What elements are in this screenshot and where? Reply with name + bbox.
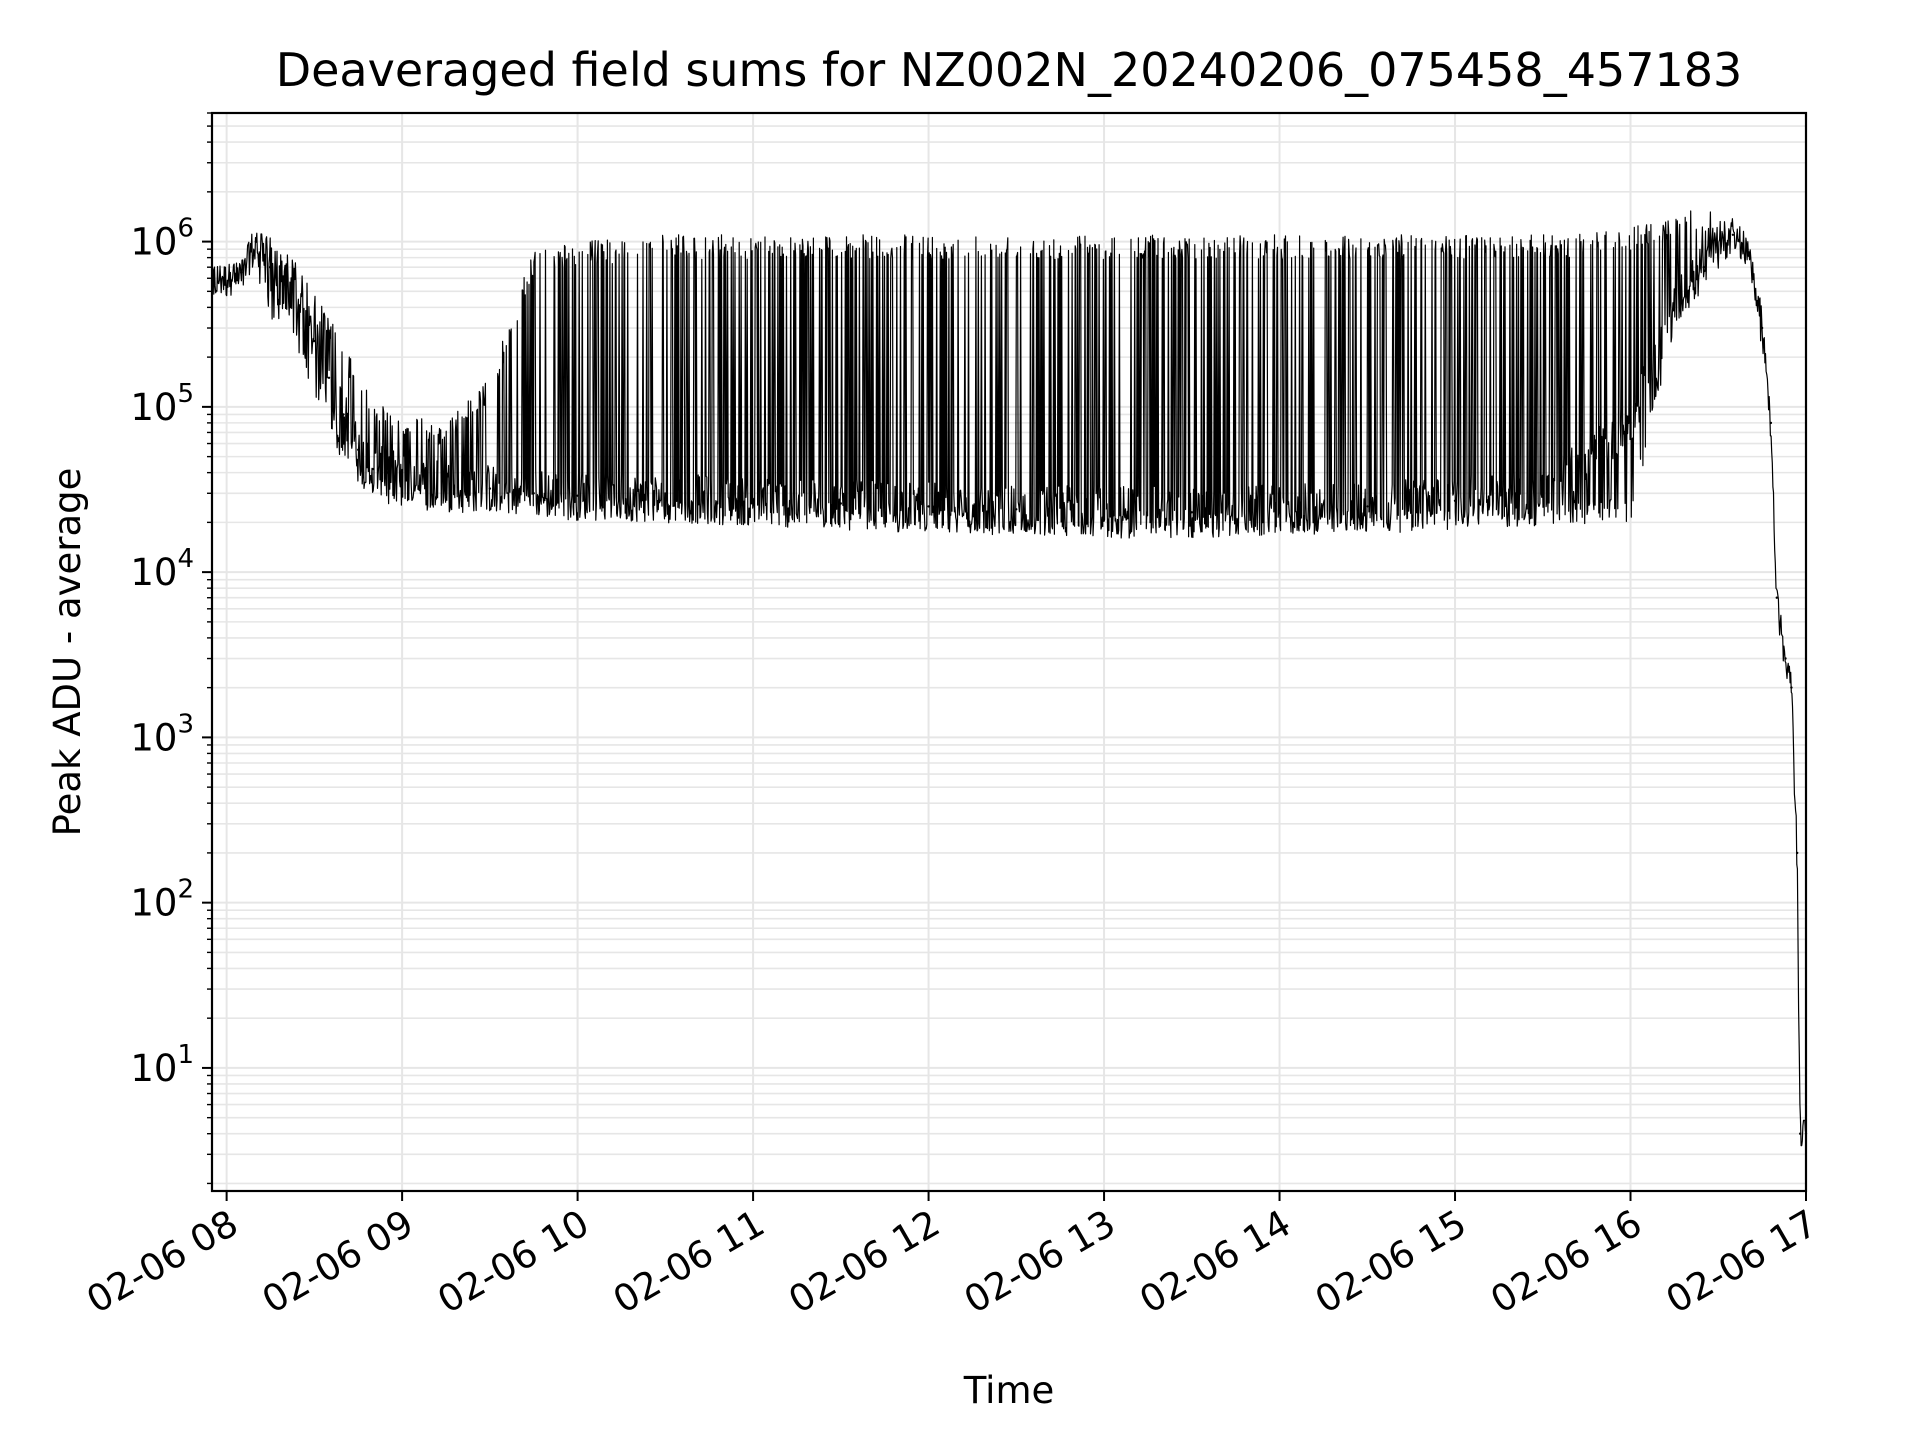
y-tick-exponent: 2 [177,875,194,905]
data-point [283,283,287,286]
y-tick-base: 10 [130,882,177,925]
data-point [313,339,316,343]
data-point [1784,657,1787,660]
data-point [1629,421,1632,425]
y-tick-label: 105 [130,379,194,429]
data-point [1278,508,1281,511]
y-tick-label: 104 [130,544,194,594]
data-point [1760,326,1764,330]
data-point [327,376,331,379]
data-point [1796,851,1799,855]
x-axis-label: Time [963,1369,1055,1412]
data-point [357,448,360,451]
data-point [751,499,755,502]
y-tick-exponent: 5 [177,379,194,409]
data-point [1702,266,1705,269]
data-point [1366,505,1369,508]
y-tick-label: 102 [130,875,194,925]
data-point [254,240,258,243]
y-tick-base: 10 [130,551,177,594]
y-tick-label: 103 [130,709,194,759]
data-point [488,487,492,490]
y-tick-exponent: 6 [177,214,194,244]
data-point [1775,596,1779,599]
y-axis-label: Peak ADU - average [46,468,89,837]
data-point [400,475,404,478]
data-point [1190,511,1194,514]
data-point [269,266,272,269]
series-line [211,210,1807,1147]
plot-frame [210,111,1808,1193]
y-tick-label: 101 [130,1040,194,1090]
data-point [298,306,301,309]
y-tick-base: 10 [130,716,177,759]
y-tick-base: 10 [130,386,177,429]
data-point [1015,508,1018,511]
data-point [1746,248,1749,251]
data-point [532,492,535,495]
data-point [1731,233,1735,236]
data-point [1673,306,1676,309]
data-point [1790,686,1793,689]
chart-title: Deaveraged field sums for NZ002N_2024020… [276,43,1743,97]
y-tick-exponent: 1 [177,1040,194,1070]
data-point [386,471,389,474]
y-tick-base: 10 [130,221,177,264]
data-point [444,483,448,486]
data-point [576,494,579,497]
data-point [1453,499,1457,502]
data-point [1799,1132,1802,1135]
data-point [1541,492,1545,495]
data-point [240,271,243,274]
y-tick-label: 106 [130,214,194,264]
data-point [1769,421,1773,425]
data-point [839,502,842,505]
data-point [1102,508,1106,511]
data-point [927,505,930,508]
data-point [342,413,345,416]
y-tick-exponent: 4 [177,544,194,574]
data-point [664,497,667,500]
y-tick-base: 10 [130,1047,177,1090]
y-tick-exponent: 3 [177,709,194,739]
data-point [371,467,375,471]
